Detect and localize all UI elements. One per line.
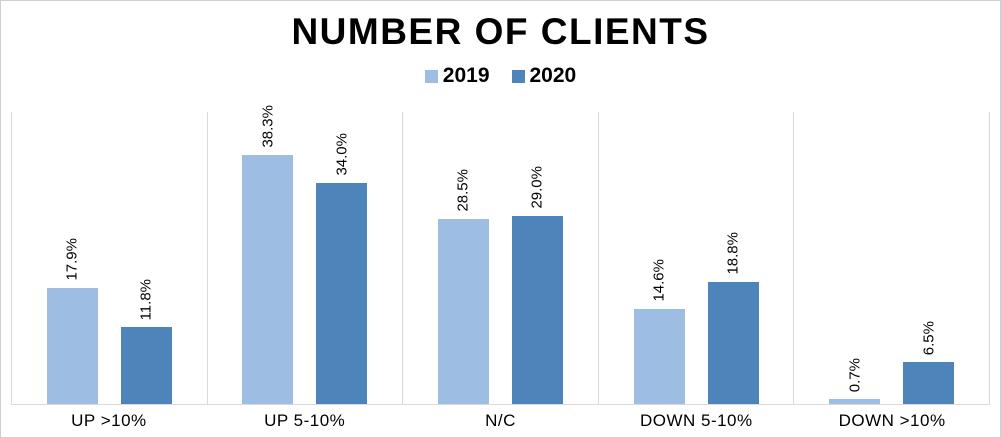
bar-group: 28.5% 29.0% xyxy=(403,112,598,404)
legend-swatch-icon xyxy=(511,69,525,83)
bar-2019 xyxy=(829,399,881,404)
bar-slot: 11.8% xyxy=(120,112,172,404)
data-label-2019: 17.9% xyxy=(63,238,81,281)
bar-slot: 28.5% xyxy=(437,112,489,404)
legend-swatch-icon xyxy=(424,69,438,83)
bar-2020 xyxy=(316,183,368,404)
data-label-2019: 28.5% xyxy=(454,169,472,212)
bar-2020 xyxy=(511,216,563,404)
bar-group: 17.9% 11.8% xyxy=(12,112,207,404)
data-label-2019: 0.7% xyxy=(846,357,864,392)
bar-slot: 38.3% xyxy=(242,105,294,404)
data-label-2019: 14.6% xyxy=(650,259,668,302)
category-panel: 0.7% 6.5% xyxy=(793,112,989,404)
data-label-2020: 34.0% xyxy=(333,133,351,176)
category-panel: 28.5% 29.0% xyxy=(402,112,598,404)
x-axis-label: UP 5-10% xyxy=(264,411,346,430)
bar-slot: 0.7% xyxy=(829,112,881,404)
x-axis: UP >10% UP 5-10% N/C DOWN 5-10% DOWN >10% xyxy=(11,405,990,435)
data-label-2020: 29.0% xyxy=(528,166,546,209)
bar-2019 xyxy=(46,288,98,404)
chart-title: NUMBER OF CLIENTS xyxy=(291,11,710,52)
bar-slot: 29.0% xyxy=(511,112,563,404)
data-label-2020: 11.8% xyxy=(137,278,155,320)
bar-2019 xyxy=(437,219,489,404)
bar-slot: 18.8% xyxy=(707,112,759,404)
data-label-2020: 6.5% xyxy=(920,320,938,355)
data-label-2020: 18.8% xyxy=(724,232,742,275)
bar-2020 xyxy=(903,362,955,404)
bar-2020 xyxy=(707,282,759,404)
x-axis-label: DOWN 5-10% xyxy=(639,411,753,430)
bar-2020 xyxy=(120,327,172,404)
bar-2019 xyxy=(242,155,294,404)
legend-item-2019: 2019 xyxy=(424,64,490,88)
bar-group: 38.3% 34.0% xyxy=(208,105,403,404)
category-panel: 38.3% 34.0% xyxy=(206,105,403,404)
bar-slot: 6.5% xyxy=(903,112,955,404)
x-axis-label: UP >10% xyxy=(71,411,147,430)
bar-2019 xyxy=(633,309,685,404)
x-axis-label: N/C xyxy=(485,411,516,430)
legend-label: 2019 xyxy=(442,64,490,87)
legend: 2019 2020 xyxy=(1,64,1000,88)
x-axis-label: DOWN >10% xyxy=(838,411,946,430)
bar-slot: 17.9% xyxy=(46,112,98,404)
bar-slot: 14.6% xyxy=(633,112,685,404)
plot-area: 17.9% 11.8% 38.3% 34.0% 28.5% 29.0% 14.6% 18.8%… xyxy=(11,105,990,405)
data-label-2019: 38.3% xyxy=(259,105,277,148)
category-panel: 14.6% 18.8% xyxy=(597,112,794,404)
bar-slot: 34.0% xyxy=(316,112,368,404)
legend-item-2020: 2020 xyxy=(511,64,577,88)
legend-label: 2020 xyxy=(529,64,577,87)
category-panel: 17.9% 11.8% xyxy=(11,112,207,404)
bar-group: 14.6% 18.8% xyxy=(599,112,794,404)
bar-group: 0.7% 6.5% xyxy=(794,112,989,404)
